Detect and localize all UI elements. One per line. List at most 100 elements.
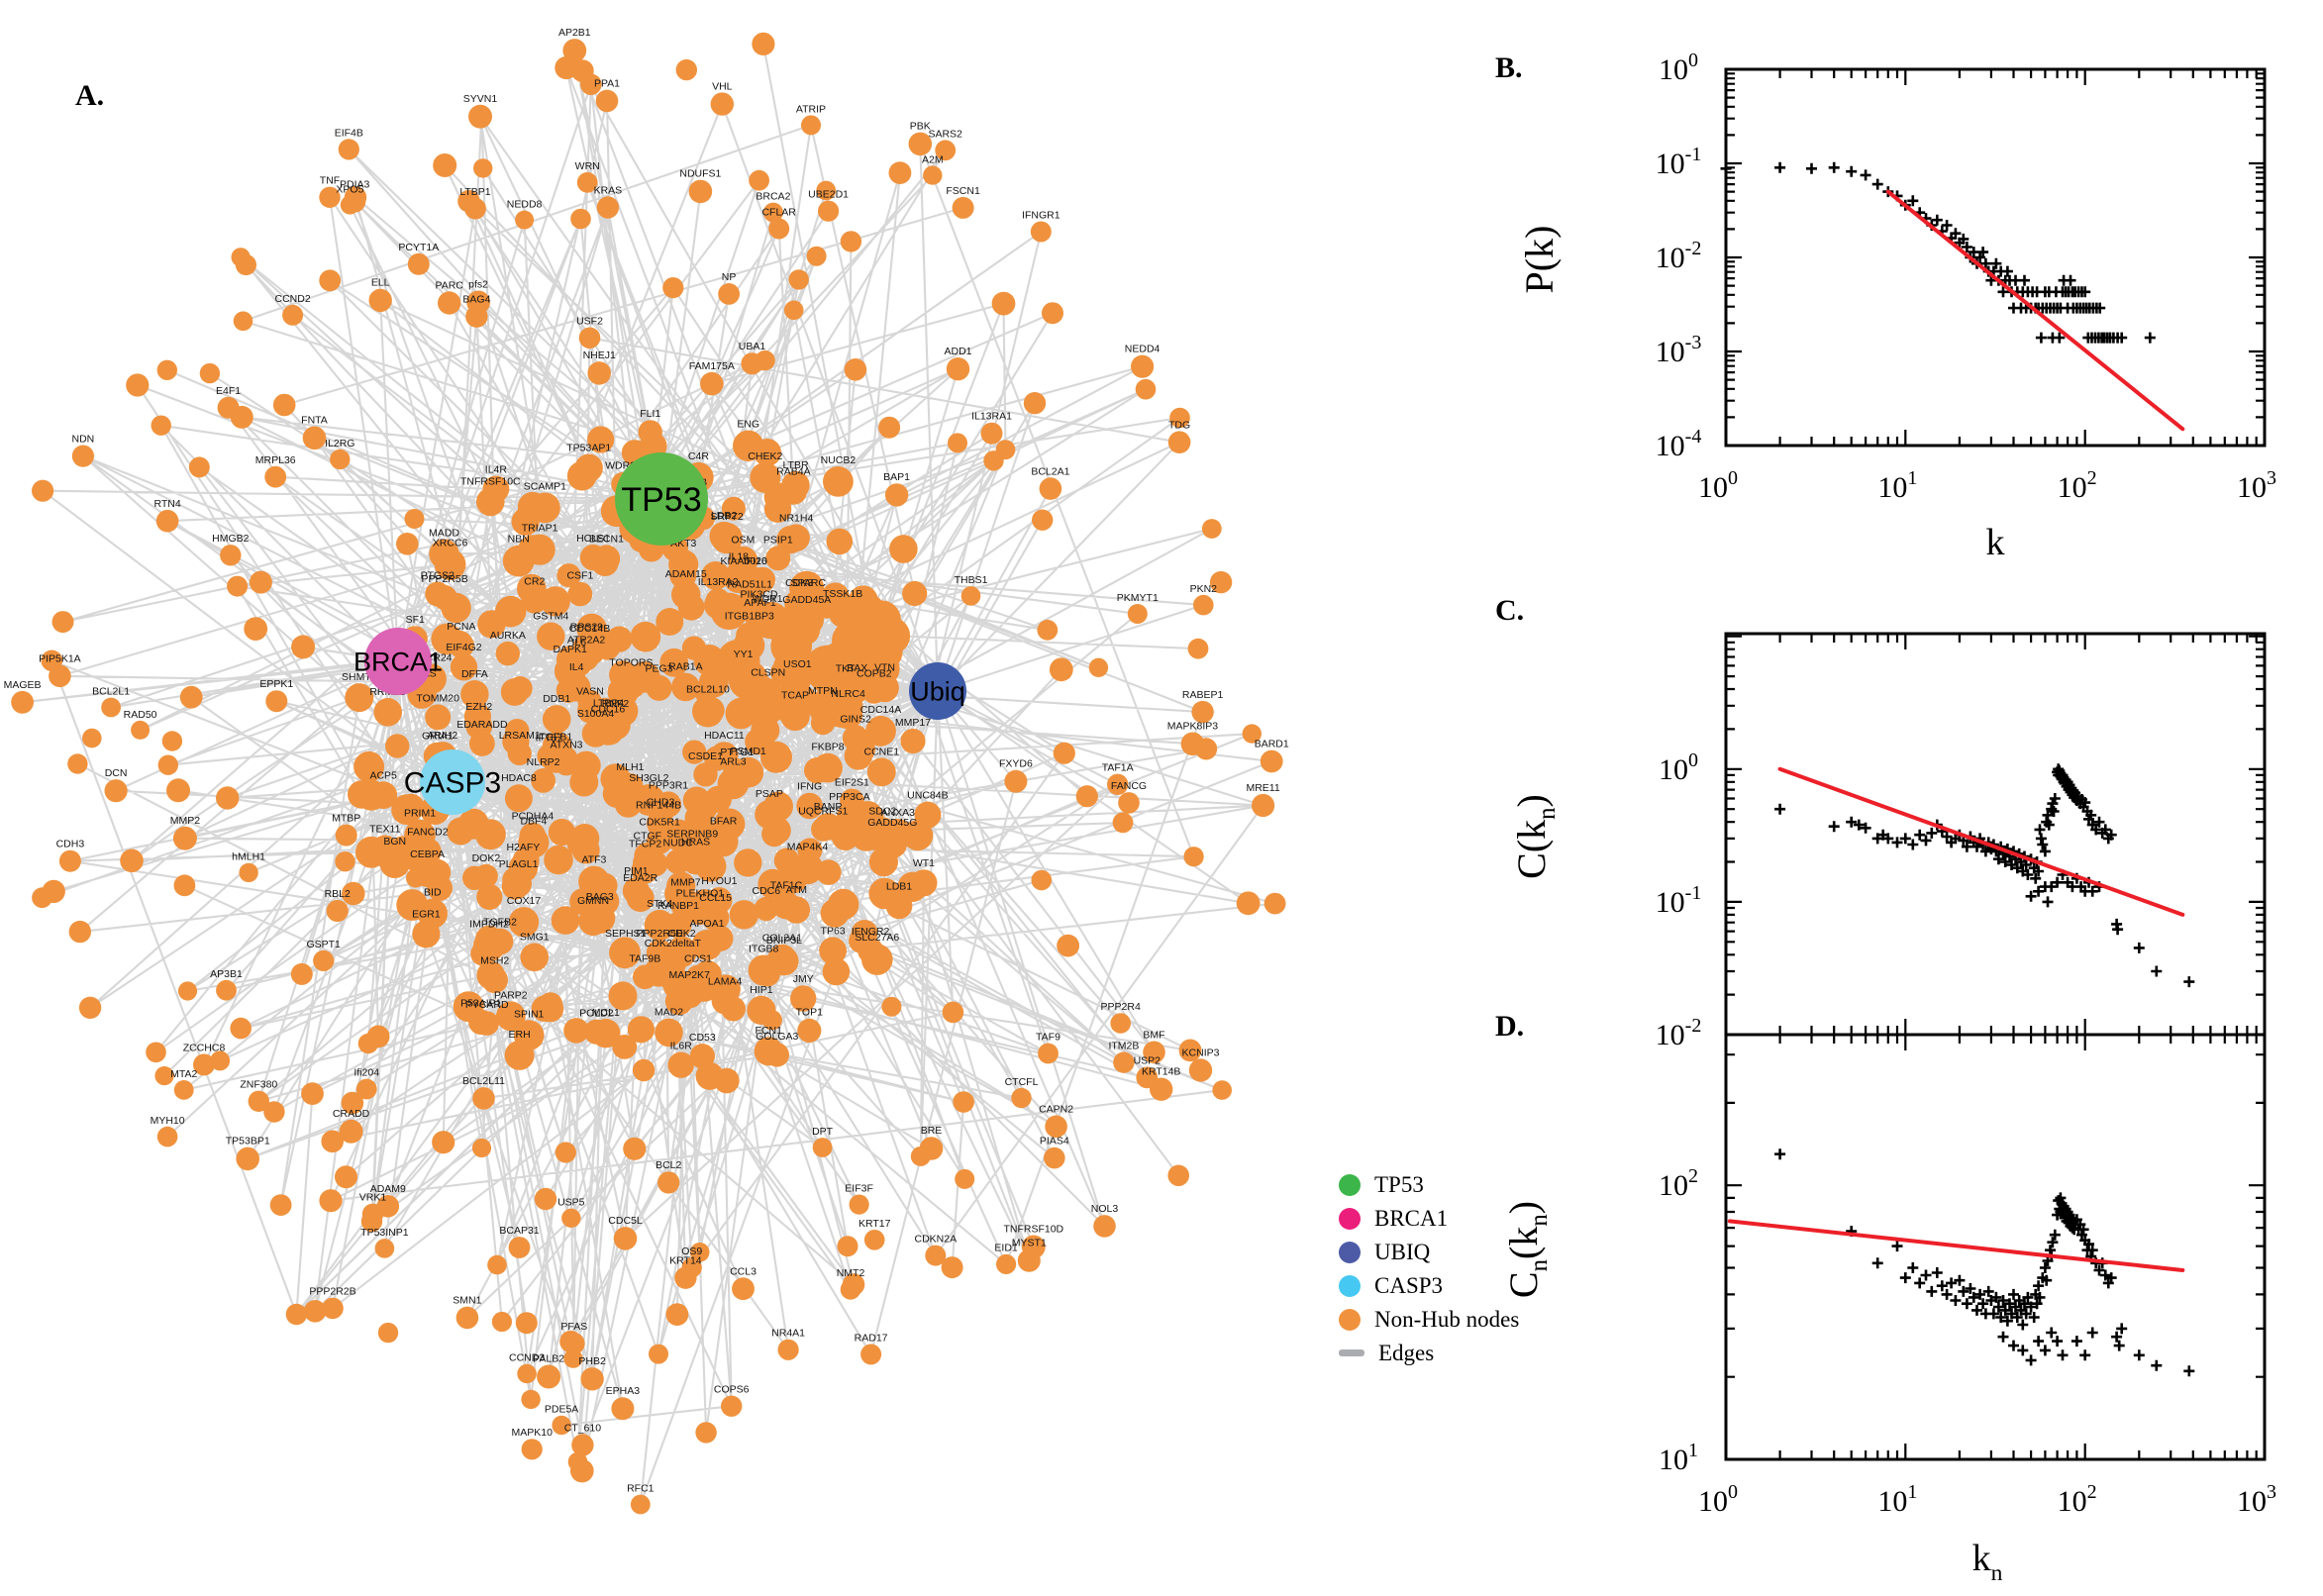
network-node bbox=[502, 728, 530, 755]
network-node bbox=[770, 625, 813, 667]
gene-label: BCL2L10 bbox=[686, 684, 730, 696]
gene-label: NUCB2 bbox=[821, 454, 857, 466]
tick-label: 100 bbox=[1698, 467, 1738, 504]
gene-label: OS9 bbox=[681, 1246, 702, 1257]
gene-label: CSF1 bbox=[566, 570, 593, 582]
network-node bbox=[429, 539, 459, 569]
gene-label: NR1H4 bbox=[779, 512, 814, 524]
network-node bbox=[688, 179, 713, 204]
network-node bbox=[888, 161, 912, 185]
gene-label: VASN bbox=[576, 686, 604, 698]
gene-label: ITGB8 bbox=[749, 944, 779, 955]
network-node bbox=[1263, 892, 1286, 915]
gene-label: GSTM4 bbox=[533, 610, 568, 622]
node-swatch-icon bbox=[1339, 1274, 1361, 1297]
network-node bbox=[695, 1422, 717, 1444]
gene-label: FLI1 bbox=[640, 408, 660, 420]
network-node bbox=[629, 661, 660, 693]
network-node bbox=[695, 850, 727, 882]
network-node bbox=[471, 1138, 492, 1158]
gene-label: ADAM15 bbox=[665, 568, 707, 580]
network-node bbox=[1023, 392, 1047, 415]
gene-label: TNF bbox=[320, 175, 340, 187]
network-node bbox=[58, 849, 81, 872]
network-node bbox=[344, 186, 367, 209]
network-node bbox=[401, 841, 433, 872]
gene-label: DFFA bbox=[461, 668, 488, 680]
network-node bbox=[878, 416, 901, 439]
gene-label: MRPL36 bbox=[255, 454, 296, 466]
gene-label: DBF4 bbox=[520, 815, 547, 827]
network-node bbox=[520, 943, 549, 972]
network-node bbox=[1188, 1058, 1213, 1082]
network-node bbox=[728, 659, 768, 700]
network-node bbox=[465, 305, 488, 328]
network-node bbox=[227, 575, 249, 597]
network-node bbox=[447, 817, 475, 846]
network-node bbox=[754, 896, 778, 922]
network-node bbox=[193, 1053, 215, 1076]
network-node bbox=[355, 1078, 377, 1100]
gene-label: KRAS bbox=[594, 184, 623, 196]
gene-label: USP5 bbox=[557, 1197, 585, 1209]
gene-label: S100A4 bbox=[577, 708, 615, 720]
gene-label: UQCRFS1 bbox=[798, 805, 848, 817]
network-node bbox=[455, 1306, 479, 1330]
plot-frame bbox=[1724, 67, 2267, 448]
gene-label: WDR1 bbox=[753, 593, 783, 605]
tick-label: 10-1 bbox=[1656, 144, 1702, 180]
tick-label: 10-3 bbox=[1656, 332, 1702, 368]
gene-label: PDE5A bbox=[545, 1404, 578, 1416]
gene-label: MAD2 bbox=[655, 1007, 683, 1019]
gene-label: PCDHA4 bbox=[512, 811, 555, 823]
gene-label: KRT14B bbox=[1142, 1066, 1181, 1078]
gene-label: BRE bbox=[921, 1125, 943, 1137]
network-node bbox=[272, 393, 296, 417]
tick-label: 10-4 bbox=[1656, 426, 1702, 462]
network-node bbox=[837, 1236, 858, 1257]
gene-label: RNF2 bbox=[602, 698, 630, 710]
network-node bbox=[355, 836, 387, 868]
gene-label: COX17 bbox=[507, 895, 542, 907]
plot-panel-c: 100 10-1 10-2 C(kn) bbox=[1509, 632, 2267, 1051]
gene-label: IL13RA1 bbox=[971, 411, 1012, 423]
network-node bbox=[983, 450, 1004, 471]
gene-label: DPT bbox=[812, 1126, 834, 1138]
gene-label: GADD45A bbox=[782, 594, 831, 606]
gene-label: FXYD6 bbox=[999, 758, 1033, 770]
gene-label: COL2A1 bbox=[762, 933, 802, 945]
network-node bbox=[677, 593, 705, 621]
gene-label: CAPN2 bbox=[1039, 1104, 1073, 1116]
network-node bbox=[173, 1080, 194, 1100]
network-node bbox=[472, 1087, 495, 1110]
network-node bbox=[537, 622, 565, 650]
network-node bbox=[249, 570, 272, 594]
network-node bbox=[1042, 302, 1063, 325]
gene-label: NHEJ1 bbox=[583, 349, 616, 361]
gene-label: SRP72 bbox=[710, 511, 743, 523]
hub-label-ubiq: Ubiq bbox=[910, 676, 965, 706]
gene-label: BCAP31 bbox=[499, 1225, 539, 1237]
network-node bbox=[862, 649, 900, 687]
network-node bbox=[823, 466, 854, 497]
network-node bbox=[1038, 1043, 1059, 1064]
legend-label: Non-Hub nodes bbox=[1374, 1306, 1520, 1332]
network-node bbox=[104, 779, 128, 803]
gene-label: BCL2L11 bbox=[462, 1075, 505, 1087]
gene-label: HRAS bbox=[681, 836, 710, 848]
gene-label: CLSPN bbox=[751, 666, 785, 678]
network-node bbox=[476, 883, 503, 911]
network-node bbox=[556, 563, 581, 588]
gene-label: ATP2A2 bbox=[567, 635, 605, 647]
network-node bbox=[729, 900, 759, 930]
network-node bbox=[602, 779, 631, 808]
network-node bbox=[348, 780, 376, 809]
network-node bbox=[881, 996, 902, 1017]
gene-label: ANXA3 bbox=[881, 807, 916, 819]
network-node bbox=[923, 165, 943, 185]
network-node bbox=[538, 992, 563, 1017]
network-node bbox=[476, 960, 506, 990]
gene-label: TCAP bbox=[781, 690, 809, 702]
network-node bbox=[263, 1101, 285, 1123]
network-node bbox=[177, 981, 198, 1001]
